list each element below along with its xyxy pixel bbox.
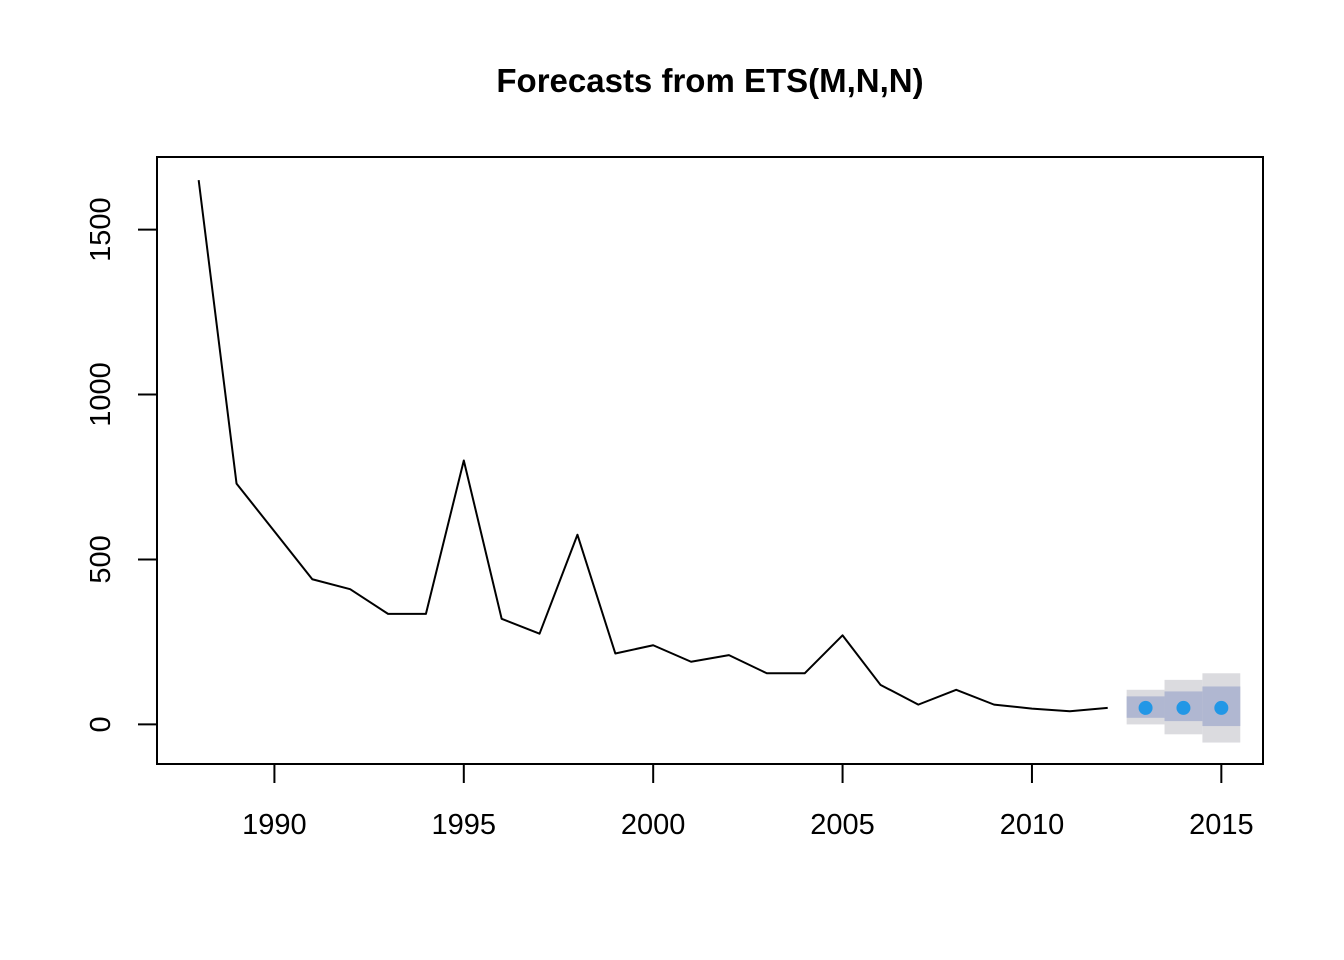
x-tick-label-2010: 2010 <box>1000 809 1065 841</box>
chart-title: Forecasts from ETS(M,N,N) <box>496 62 923 99</box>
y-tick-label-500: 500 <box>85 535 117 583</box>
x-tick-label-2005: 2005 <box>810 809 875 841</box>
forecast-point-2014 <box>1176 700 1191 715</box>
x-axis: 1990 1995 2000 2005 2010 2015 <box>242 763 1254 841</box>
series-line-0 <box>197 179 1108 713</box>
forecast-points <box>1138 700 1229 715</box>
y-tick-label-0: 0 <box>85 716 117 732</box>
plot-frame <box>156 156 1264 765</box>
y-axis: 0 500 1000 1500 <box>85 197 158 732</box>
y-tick-label-1500: 1500 <box>85 197 117 262</box>
y-tick-label-1000: 1000 <box>85 362 117 427</box>
x-tick-label-1995: 1995 <box>432 809 497 841</box>
forecast-point-2015 <box>1214 700 1229 715</box>
series-layer <box>197 179 1108 713</box>
x-tick-label-1990: 1990 <box>242 809 307 841</box>
x-tick-label-2000: 2000 <box>621 809 686 841</box>
forecast-point-2013 <box>1138 700 1153 715</box>
x-tick-label-2015: 2015 <box>1189 809 1254 841</box>
